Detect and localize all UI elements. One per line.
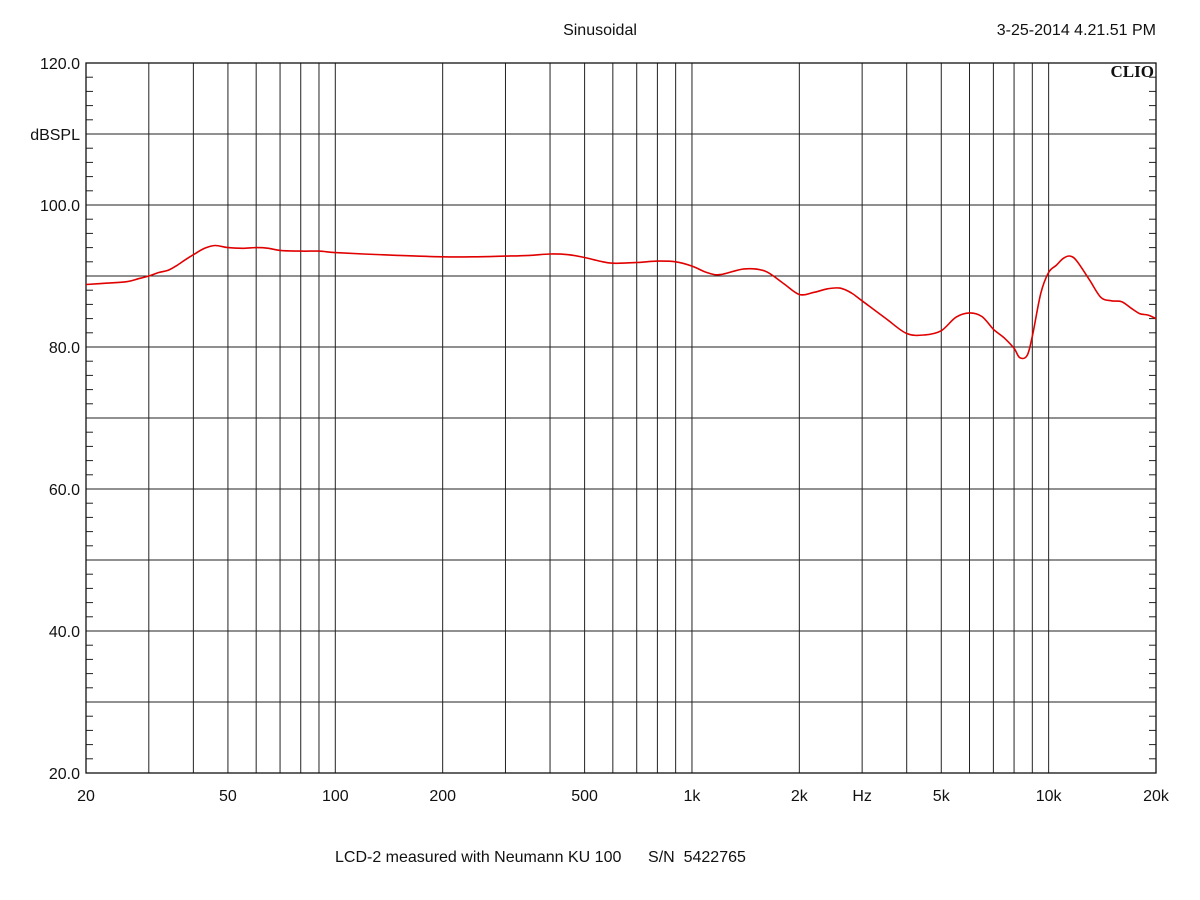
y-tick-label: 60.0 [49,482,80,499]
x-tick-label: 5k [933,788,951,805]
footer-device: LCD-2 measured with Neumann KU 100 [335,849,622,866]
x-tick-label: 1k [684,788,702,805]
x-axis-label: Hz [852,788,872,805]
x-tick-label: 200 [429,788,456,805]
clio-logo: CLIO [1111,62,1154,81]
timestamp: 3-25-2014 4.21.51 PM [996,22,1156,39]
x-tick-label: 20 [77,788,95,805]
tick-labels: 20.0 40.0 60.0 80.0 100.0 120.0 20 50 100 200 500 1… [40,56,1170,805]
y-tick-label: 40.0 [49,624,80,641]
series-line [85,244,1157,360]
x-tick-label: 10k [1036,788,1063,805]
x-tick-label: 2k [791,788,809,805]
plot-frame [85,62,1157,774]
y-axis-label: dBSPL [30,127,80,144]
y-tick-label: 120.0 [40,56,80,73]
footer-caption: LCD-2 measured with Neumann KU 100 S/N 5… [335,849,746,867]
x-tick-label: 500 [571,788,598,805]
y-tick-label: 20.0 [49,766,80,783]
x-tick-label: 20k [1143,788,1170,805]
x-tick-label: 100 [322,788,349,805]
footer-serial: S/N 5422765 [648,849,746,866]
y-tick-label: 80.0 [49,340,80,357]
x-tick-label: 50 [219,788,237,805]
y-tick-label: 100.0 [40,198,80,215]
chart-title: Sinusoidal [563,22,637,39]
grid [86,63,1156,773]
